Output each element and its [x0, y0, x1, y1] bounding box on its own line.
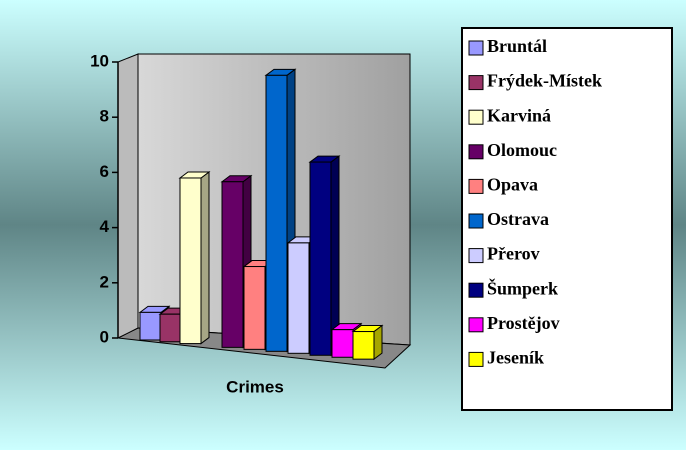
legend-swatch	[468, 317, 484, 333]
legend-label: Karviná	[487, 105, 551, 125]
legend-swatch	[468, 213, 484, 229]
bar-side-shade	[331, 156, 339, 356]
legend-swatch	[468, 109, 484, 125]
bar	[265, 74, 288, 352]
legend-label: Přerov	[487, 244, 540, 264]
legend-swatch	[468, 248, 484, 264]
y-tick-label: 8	[100, 107, 109, 126]
legend-label: Šumperk	[487, 277, 558, 298]
bar	[139, 311, 162, 341]
legend-label: Frýdek-Místek	[487, 71, 602, 91]
bar	[179, 177, 202, 345]
legend-label: Olomouc	[487, 140, 557, 160]
legend-swatch	[468, 75, 484, 91]
bar	[159, 313, 182, 343]
legend-swatch	[468, 351, 484, 367]
bar-side-shade	[374, 325, 382, 360]
legend-swatch	[468, 144, 484, 160]
legend-label: Prostějov	[487, 313, 560, 333]
legend-label: Jeseník	[487, 348, 544, 368]
y-tick-label: 10	[90, 51, 109, 70]
legend-label: Bruntál	[487, 36, 547, 56]
y-tick-label: 4	[100, 217, 110, 236]
bar-side-shade	[201, 171, 209, 344]
legend-swatch	[468, 178, 484, 194]
bar	[287, 242, 310, 354]
legend-label: Opava	[487, 175, 538, 195]
bar	[243, 266, 266, 350]
legend	[461, 27, 673, 411]
legend-swatch	[468, 282, 484, 298]
y-tick-label: 6	[100, 162, 109, 181]
legend-label: Ostrava	[487, 209, 549, 229]
bar	[221, 181, 244, 348]
y-tick-label: 2	[100, 272, 109, 291]
bar	[352, 331, 375, 360]
legend-swatch	[468, 40, 484, 56]
y-tick-label: 0	[100, 327, 109, 346]
bar	[309, 161, 332, 356]
side-wall	[117, 53, 139, 339]
x-tick-label: Crimes	[226, 377, 284, 396]
bar	[331, 329, 354, 358]
